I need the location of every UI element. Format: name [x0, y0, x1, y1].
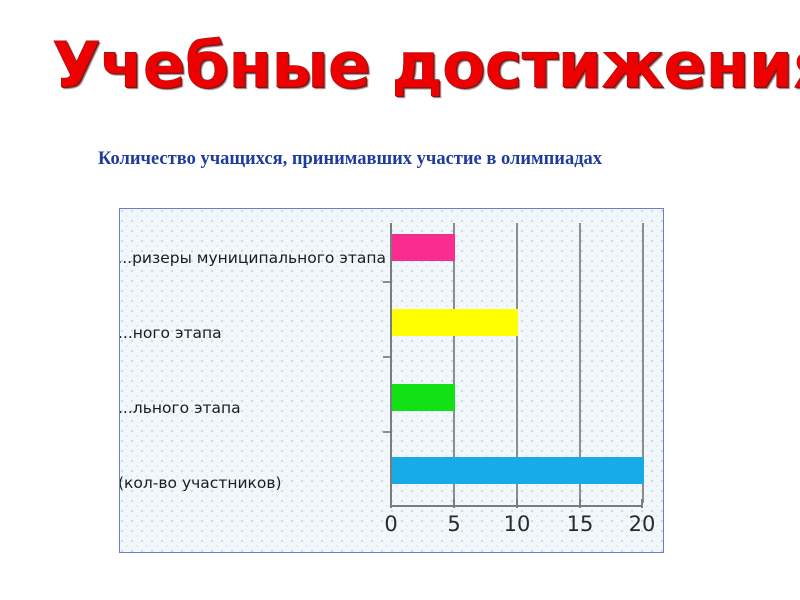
category-label-regional-stage: ...ного этапа: [119, 324, 222, 342]
plot-area: ...ризеры муниципального этапа ...ного э…: [120, 209, 663, 552]
y-axis-line: [390, 223, 392, 503]
category-label-participants-total: (кол-во участников): [119, 474, 282, 492]
x-tick-15: [579, 499, 581, 508]
x-axis-label-15: 15: [566, 512, 594, 536]
x-tick-10: [516, 499, 518, 508]
x-axis-label-5: 5: [447, 512, 461, 536]
gridline-15: [579, 223, 581, 503]
bar-chart: ...ризеры муниципального этапа ...ного э…: [119, 208, 664, 553]
x-axis-label-10: 10: [503, 512, 531, 536]
chart-subtitle: Количество учащихся, принимавших участие…: [98, 149, 603, 169]
bar-prizers-municipal[interactable]: [392, 234, 455, 261]
x-tick-20: [641, 499, 643, 508]
y-tick-2: [383, 356, 390, 358]
x-axis-label-0: 0: [384, 512, 398, 536]
gridline-5: [453, 223, 455, 503]
x-axis-label-20: 20: [628, 512, 656, 536]
gridline-10: [516, 223, 518, 503]
bar-participants-total[interactable]: [392, 457, 644, 484]
category-label-prizers-municipal: ...ризеры муниципального этапа: [119, 249, 386, 267]
bar-regional-stage[interactable]: [392, 309, 518, 336]
y-tick-1: [383, 281, 390, 283]
gridline-20: [642, 223, 644, 503]
slide-title: Учебные достижения: [52, 29, 800, 103]
x-tick-5: [453, 499, 455, 508]
x-tick-0: [390, 499, 392, 508]
bar-school-stage[interactable]: [392, 384, 455, 411]
y-tick-3: [383, 431, 390, 433]
category-label-school-stage: ...льного этапа: [119, 399, 241, 417]
